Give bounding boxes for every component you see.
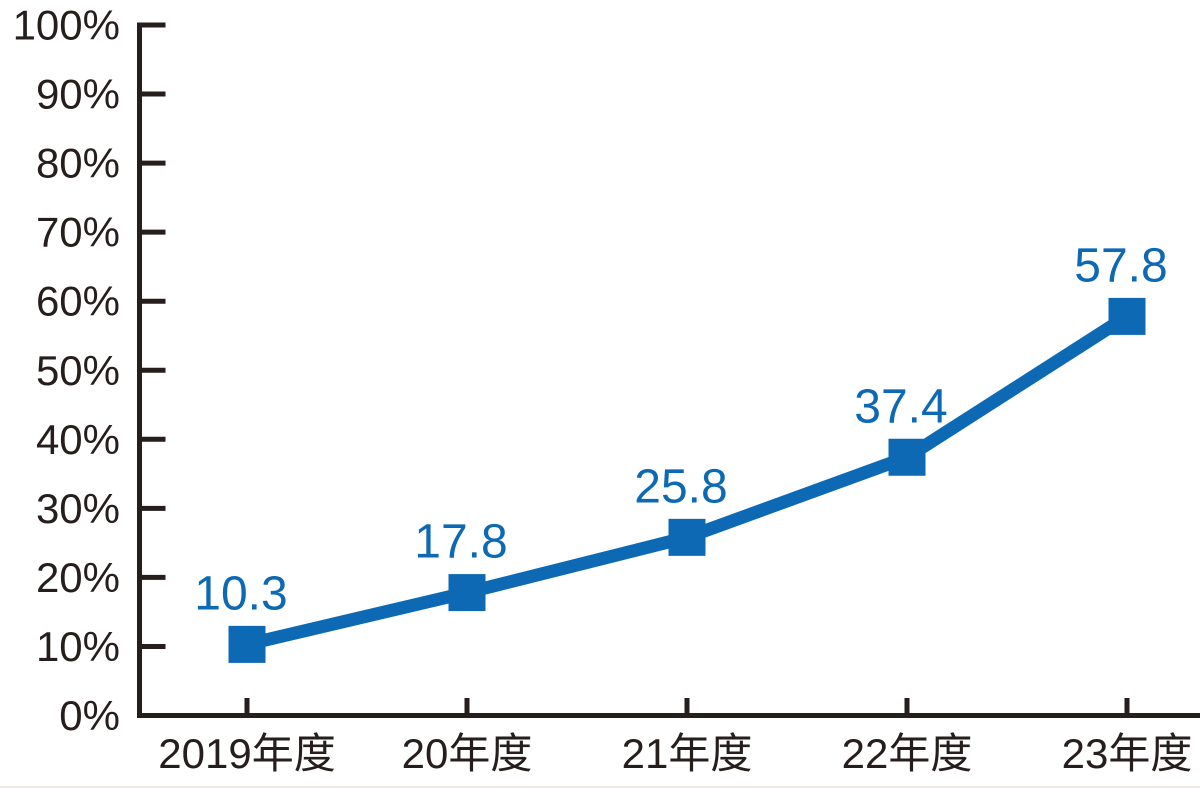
- y-axis-tick-label: 50%: [36, 347, 120, 394]
- x-axis-tick-label: 21年度: [622, 730, 753, 777]
- y-axis-tick-label: 70%: [36, 209, 120, 256]
- y-axis-tick-label: 40%: [36, 416, 120, 463]
- x-axis-tick-label: 22年度: [842, 730, 973, 777]
- y-axis-tick-label: 80%: [36, 140, 120, 187]
- x-axis-tick-label: 2019年度: [158, 730, 335, 777]
- y-axis-tick-label: 30%: [36, 485, 120, 532]
- y-axis-tick-label: 100%: [13, 2, 120, 49]
- data-point-marker: [888, 438, 926, 476]
- y-axis-tick-label: 60%: [36, 278, 120, 325]
- page-bottom-divider: [0, 786, 1200, 788]
- x-axis-tick-label: 23年度: [1062, 730, 1193, 777]
- y-axis-tick-label: 20%: [36, 554, 120, 601]
- x-axis-tick-label: 20年度: [402, 730, 533, 777]
- data-point-label: 37.4: [854, 380, 947, 433]
- y-axis-tick-label: 0%: [59, 692, 120, 739]
- data-point-marker: [448, 574, 486, 612]
- data-point-marker: [1108, 297, 1146, 335]
- y-axis-tick-label: 10%: [36, 623, 120, 670]
- data-point-label: 17.8: [414, 516, 507, 569]
- data-point-label: 57.8: [1074, 239, 1167, 292]
- data-point-marker: [228, 625, 266, 663]
- data-point-label: 10.3: [194, 567, 287, 620]
- data-point-marker: [668, 518, 706, 556]
- data-point-label: 25.8: [634, 460, 727, 513]
- y-axis-tick-label: 90%: [36, 71, 120, 118]
